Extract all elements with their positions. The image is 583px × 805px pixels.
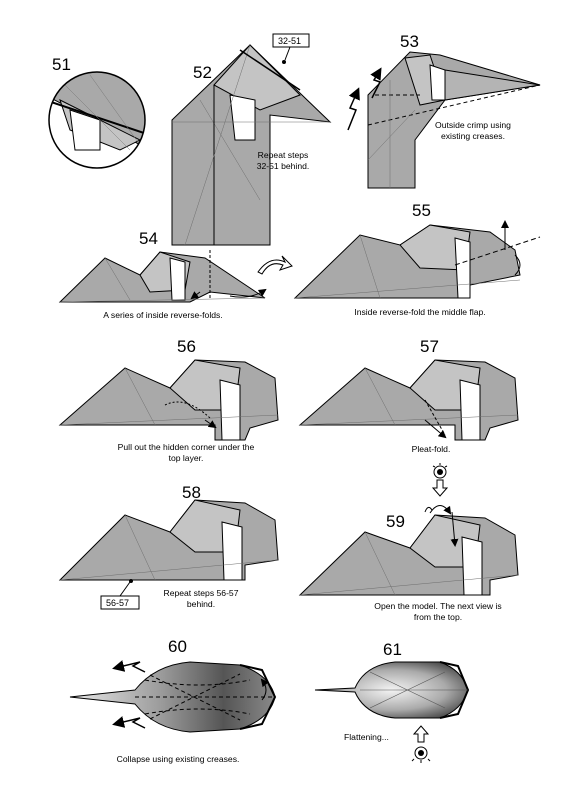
step-56: 56 Pull out the hidden corner under the … [58, 337, 279, 463]
step-ref: 56-57 [106, 598, 129, 608]
caption-line: Repeat steps 56-57 [163, 588, 238, 598]
zigzag-icon [112, 660, 146, 673]
step-59: 59 Open the model. The next view is from… [298, 463, 519, 622]
step-number: 57 [420, 337, 439, 356]
turn-over-icon [429, 505, 452, 515]
step-number: 55 [412, 201, 431, 220]
step-61: 61 Flattening... [314, 640, 470, 763]
caption-line: Inside reverse-fold the middle flap. [354, 307, 485, 317]
step-ref: 32-51 [278, 36, 301, 46]
step-51: 51 [48, 55, 146, 169]
caption-line: behind. [187, 599, 215, 609]
step-number: 51 [52, 55, 71, 74]
caption-line: A series of inside reverse-folds. [103, 310, 222, 320]
caption-line: from the top. [414, 612, 462, 622]
step-58: 58 56-57 Repeat steps 56-57 behind. [58, 483, 279, 610]
step-55: 55 Inside reverse-fold the middle flap. [293, 201, 541, 317]
step-54: 54 A series of inside reverse-folds. [58, 229, 293, 320]
eye-icon [411, 746, 431, 763]
caption-line: 32-51 behind. [257, 161, 310, 171]
caption-line: existing creases. [441, 131, 505, 141]
caption-line: Repeat steps [258, 150, 309, 160]
step-ref-box [272, 33, 310, 48]
caption-line: Outside crimp using [435, 120, 511, 130]
step-number: 59 [386, 512, 405, 531]
zigzag-icon [347, 87, 360, 131]
step-number: 61 [383, 640, 402, 659]
arrow-icon [257, 255, 293, 275]
step-number: 54 [139, 229, 158, 248]
caption-line: Collapse using existing creases. [117, 754, 240, 764]
caption-line: Pleat-fold. [412, 444, 451, 454]
zigzag-icon [112, 716, 146, 729]
caption-line: top layer. [169, 453, 204, 463]
step-number: 60 [168, 637, 187, 656]
step-52: 52 32-51 Repeat steps 32-51 behind. [171, 33, 332, 246]
step-57: 57 Pleat-fold. [298, 337, 519, 454]
step-number: 58 [182, 483, 201, 502]
caption-line: Open the model. The next view is [374, 601, 501, 611]
arrow-icon [412, 725, 430, 743]
caption-line: Flattening... [344, 732, 389, 742]
step-60: 60 Collapse using existing creases. [69, 637, 277, 764]
zigzag-icon [370, 67, 382, 99]
arrow-icon [431, 479, 449, 497]
step-number: 56 [177, 337, 196, 356]
step-53: 53 Outside crimp using existing creases. [347, 32, 541, 189]
step-number: 52 [193, 63, 212, 82]
step-number: 53 [400, 32, 419, 51]
caption-line: Pull out the hidden corner under the [118, 442, 255, 452]
eye-icon [432, 463, 448, 479]
